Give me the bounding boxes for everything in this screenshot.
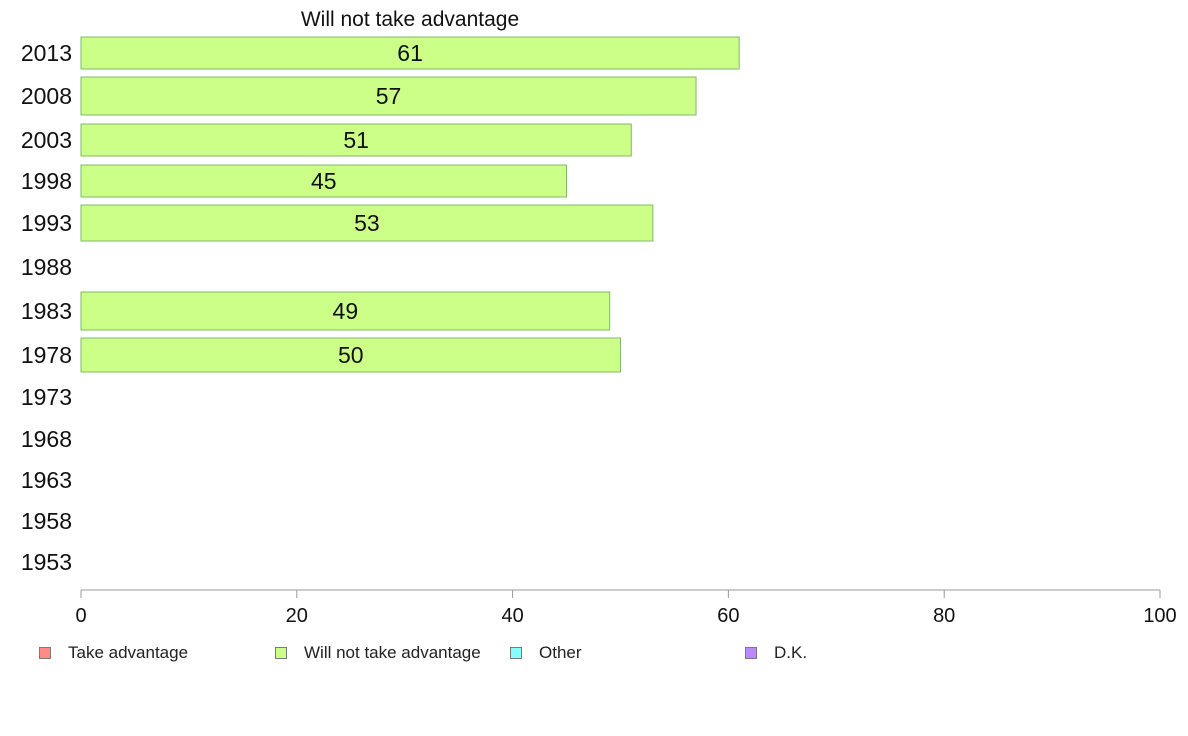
bar xyxy=(80,291,611,331)
bar xyxy=(80,76,697,116)
y-tick-label: 1983 xyxy=(21,298,72,324)
y-tick-label: 1958 xyxy=(21,508,72,534)
y-tick-label: 1978 xyxy=(21,342,72,368)
y-tick-label: 1953 xyxy=(21,549,72,575)
y-tick-label: 1998 xyxy=(21,168,72,194)
bar-value-label: 45 xyxy=(311,168,337,194)
legend-swatch xyxy=(39,647,51,659)
bar-value-label: 50 xyxy=(338,342,364,368)
bar-value-label: 49 xyxy=(333,298,359,324)
bar xyxy=(80,204,654,242)
legend-swatch xyxy=(745,647,757,659)
x-tick-label: 60 xyxy=(717,605,739,627)
legend-item-dk: D.K. xyxy=(745,640,807,666)
legend: Take advantage Will not take advantage O… xyxy=(0,640,1188,668)
bar-value-label: 53 xyxy=(354,210,380,236)
x-tick-label: 0 xyxy=(75,605,86,627)
legend-item-will-not-take-advantage: Will not take advantage xyxy=(275,640,481,666)
y-tick-label: 1973 xyxy=(21,384,72,410)
x-tick-label: 20 xyxy=(286,605,308,627)
y-tick-label: 1968 xyxy=(21,426,72,452)
y-tick-label: 2008 xyxy=(21,83,72,109)
bar xyxy=(80,36,740,70)
y-tick-label: 2003 xyxy=(21,127,72,153)
x-tick-label: 80 xyxy=(933,605,955,627)
legend-label: D.K. xyxy=(774,643,808,662)
legend-label: Take advantage xyxy=(68,643,189,662)
legend-item-other: Other xyxy=(510,640,582,666)
legend-swatch xyxy=(275,647,287,659)
x-tick-label: 100 xyxy=(1143,605,1176,627)
bar-value-label: 61 xyxy=(397,40,423,66)
bar xyxy=(80,337,621,373)
bar xyxy=(80,123,632,157)
legend-label: Other xyxy=(539,643,582,662)
y-tick-label: 1988 xyxy=(21,254,72,280)
legend-item-take-advantage: Take advantage xyxy=(39,640,188,666)
y-tick-label: 1963 xyxy=(21,467,72,493)
bar-value-label: 57 xyxy=(376,83,402,109)
legend-label: Will not take advantage xyxy=(304,643,481,662)
bar-value-label: 51 xyxy=(343,127,369,153)
legend-swatch xyxy=(510,647,522,659)
x-axis: 0 20 40 60 80 100 xyxy=(75,589,1177,627)
chart-title: Will not take advantage xyxy=(301,8,519,31)
y-axis-labels: 2013 2008 2003 1998 1993 1988 1983 1978 1973 1968… xyxy=(21,40,72,575)
y-tick-label: 2013 xyxy=(21,40,72,66)
x-tick-label: 40 xyxy=(501,605,523,627)
y-tick-label: 1993 xyxy=(21,210,72,236)
bar xyxy=(80,164,568,198)
